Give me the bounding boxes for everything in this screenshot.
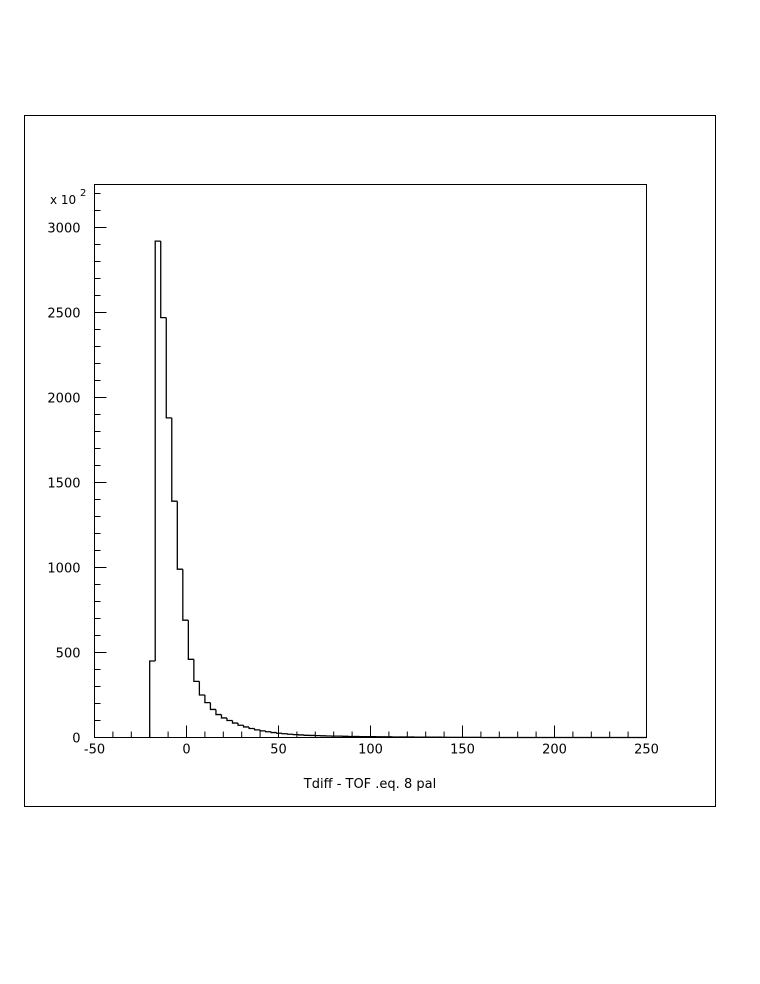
histogram-bin [171, 417, 178, 502]
histogram-bin [160, 241, 167, 319]
histogram-bin [187, 620, 194, 660]
histogram-bin [182, 569, 189, 621]
y-scale-label: x 10 [50, 193, 76, 207]
x-tick-label: 250 [634, 743, 659, 758]
y-tick-label: 0 [72, 732, 80, 747]
y-tick-label: 1000 [47, 562, 80, 577]
histogram-bin [220, 714, 227, 719]
histogram-bin [165, 317, 172, 419]
histogram-bin [259, 729, 266, 732]
y-tick-label: 2000 [47, 392, 80, 407]
histogram-bin [253, 728, 261, 731]
plot-frame [94, 184, 647, 738]
histogram-bin [226, 717, 233, 722]
x-tick-label: -50 [84, 743, 105, 758]
histogram-bin [237, 723, 244, 726]
x-tick-label: 200 [542, 743, 567, 758]
histogram-bin [215, 709, 222, 716]
y-tick-label: 3000 [47, 222, 80, 237]
x-tick-label: 100 [358, 743, 383, 758]
histogram-bin [248, 726, 255, 730]
histogram-bin [276, 732, 283, 734]
histogram-bin [154, 240, 161, 662]
histogram-bin [193, 659, 200, 683]
y-tick-label: 1500 [47, 477, 80, 492]
y-tick-label: 2500 [47, 307, 80, 322]
x-axis-label: Tdiff - TOF .eq. 8 pal [303, 777, 436, 792]
histogram-bin [231, 720, 239, 724]
histogram-bin [242, 725, 250, 728]
x-tick-label: 150 [450, 743, 475, 758]
x-tick-label: 0 [182, 743, 190, 758]
histogram-bin [264, 730, 272, 733]
histogram-bin [204, 695, 211, 704]
histogram-bin [176, 501, 183, 570]
histogram-bin [198, 681, 205, 696]
histogram-bin [209, 702, 216, 711]
canvas-frame [24, 115, 716, 807]
x-tick-label: 50 [270, 743, 287, 758]
y-scale-exponent: 2 [80, 188, 86, 199]
histogram-bin [149, 660, 156, 738]
y-tick-label: 500 [56, 647, 81, 662]
histogram-bin [270, 731, 277, 734]
histogram-bin [281, 733, 288, 735]
histogram-bin [287, 733, 294, 735]
